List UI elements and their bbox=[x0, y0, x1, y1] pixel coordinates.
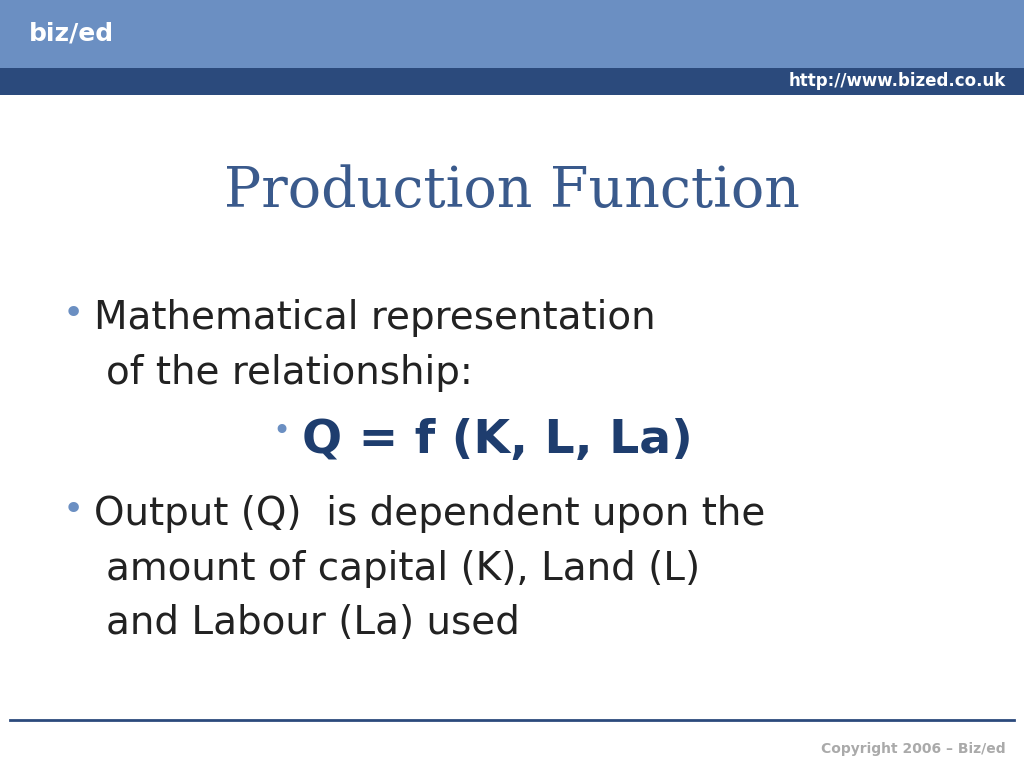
Text: •: • bbox=[63, 297, 84, 331]
Text: Production Function: Production Function bbox=[224, 164, 800, 219]
Text: Copyright 2006 – Biz/ed: Copyright 2006 – Biz/ed bbox=[821, 742, 1006, 756]
Text: http://www.bized.co.uk: http://www.bized.co.uk bbox=[788, 72, 1006, 91]
Text: and Labour (La) used: and Labour (La) used bbox=[106, 604, 520, 642]
Text: Mathematical representation: Mathematical representation bbox=[94, 299, 655, 336]
Text: •: • bbox=[272, 417, 291, 446]
Text: biz/ed: biz/ed bbox=[29, 22, 115, 46]
Text: of the relationship:: of the relationship: bbox=[106, 354, 473, 392]
Text: Q = f (K, L, La): Q = f (K, L, La) bbox=[302, 418, 693, 463]
Text: amount of capital (K), Land (L): amount of capital (K), Land (L) bbox=[106, 550, 700, 588]
Text: •: • bbox=[63, 493, 84, 527]
Text: Output (Q)  is dependent upon the: Output (Q) is dependent upon the bbox=[94, 495, 766, 532]
